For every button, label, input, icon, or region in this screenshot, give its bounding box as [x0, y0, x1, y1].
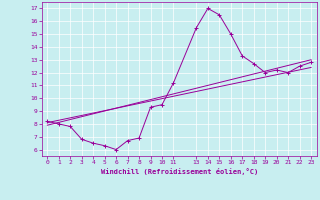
X-axis label: Windchill (Refroidissement éolien,°C): Windchill (Refroidissement éolien,°C) [100, 168, 258, 175]
